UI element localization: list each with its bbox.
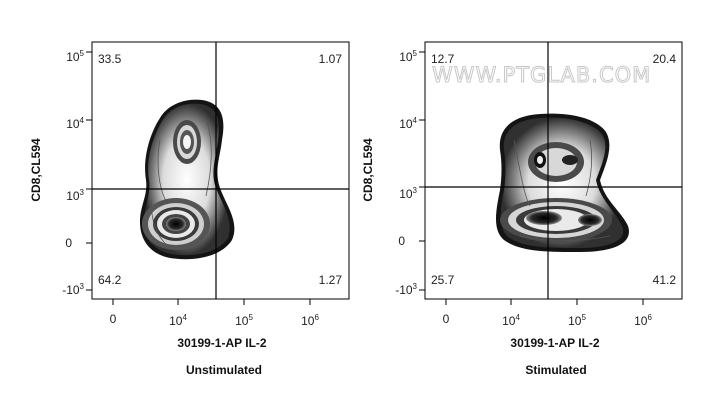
quadrant-bottom-left: 64.2 [98, 273, 122, 287]
quadrant-top-left: 33.5 [98, 52, 122, 66]
plot-frame [91, 41, 350, 300]
y-tick-label: 103 [66, 188, 84, 203]
y-tick-label: 104 [399, 116, 417, 131]
panel-stimulated: 12.7 20.4 25.7 41.2 -103 0 103 104 105 0… [361, 41, 683, 377]
y-tick-label: 0 [65, 236, 72, 250]
y-tick-label: 0 [398, 234, 405, 248]
x-tick-label: 104 [169, 313, 187, 328]
quadrant-top-right: 1.07 [319, 52, 343, 66]
x-tick-label: 105 [568, 313, 586, 328]
y-axis: -103 0 103 104 105 [395, 49, 425, 297]
x-tick-label: 0 [443, 312, 450, 326]
y-tick-label: -103 [62, 282, 84, 297]
contour-population [496, 113, 629, 252]
y-tick-label: 105 [66, 49, 84, 64]
plot-frame [424, 41, 683, 300]
x-axis: 0 104 105 106 [110, 299, 319, 328]
quadrant-top-right: 20.4 [653, 52, 677, 66]
y-tick-label: -103 [395, 282, 417, 297]
x-tick-label: 106 [301, 313, 319, 328]
quadrant-top-left: 12.7 [431, 52, 455, 66]
y-tick-label: 103 [399, 186, 417, 201]
condition-label: Unstimulated [186, 363, 262, 377]
y-axis: -103 0 103 104 105 [62, 49, 92, 297]
y-tick-label: 104 [66, 116, 84, 131]
y-axis-label: CD8,CL594 [29, 138, 43, 202]
x-axis-label: 30199-1-AP IL-2 [510, 336, 599, 350]
panel-unstimulated: 33.5 1.07 64.2 1.27 -103 0 103 104 105 0… [29, 41, 350, 377]
quadrant-bottom-right: 1.27 [319, 273, 343, 287]
quadrant-bottom-left: 25.7 [431, 273, 455, 287]
y-tick-label: 105 [399, 49, 417, 64]
x-tick-label: 0 [110, 312, 117, 326]
x-tick-label: 105 [235, 313, 253, 328]
x-tick-label: 104 [502, 313, 520, 328]
x-axis: 0 104 105 106 [443, 299, 652, 328]
condition-label: Stimulated [525, 363, 586, 377]
x-axis-label: 30199-1-AP IL-2 [177, 336, 266, 350]
contour-population [140, 99, 235, 260]
watermark: WWW.PTGLAB.COM [432, 63, 651, 87]
y-axis-label: CD8,CL594 [361, 138, 375, 202]
quadrant-bottom-right: 41.2 [653, 273, 677, 287]
x-tick-label: 106 [634, 313, 652, 328]
